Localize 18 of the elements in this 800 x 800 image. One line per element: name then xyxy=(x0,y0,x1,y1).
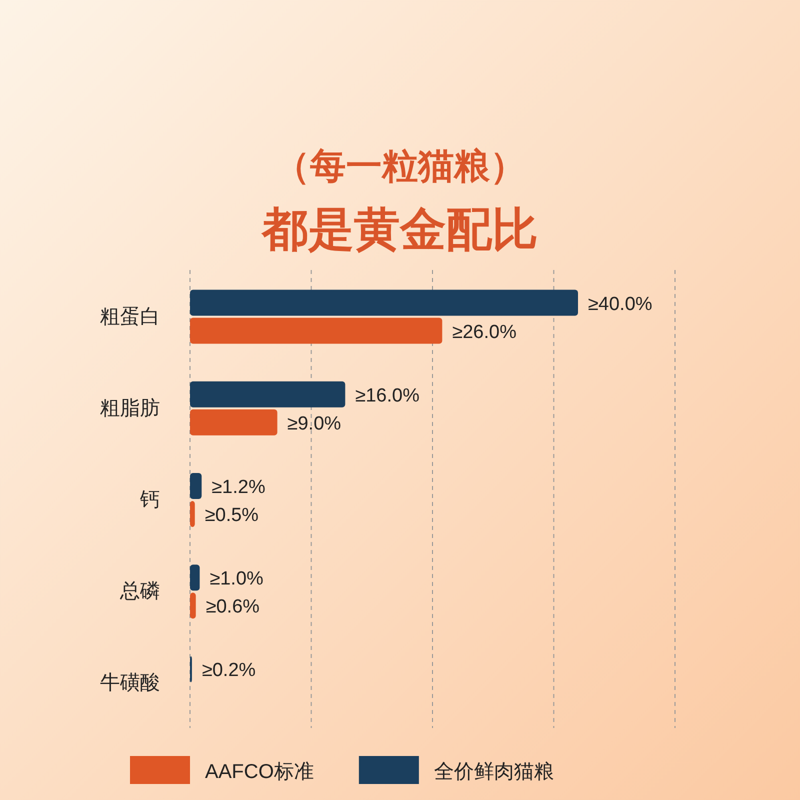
data-label: ≥40.0% xyxy=(588,294,652,315)
legend-label: AAFCO标准 xyxy=(205,761,314,783)
data-label: ≥26.0% xyxy=(452,322,517,343)
data-label: ≥0.5% xyxy=(204,505,259,526)
title: （每一粒猫粮） xyxy=(274,145,526,186)
data-label: ≥0.6% xyxy=(206,596,260,618)
data-label: ≥1.2% xyxy=(212,477,266,498)
category-label: 粗脂肪 xyxy=(100,397,160,420)
data-label: ≥16.0% xyxy=(355,385,420,406)
category-label: 粗蛋白 xyxy=(100,306,160,328)
data-label: ≥0.2% xyxy=(202,660,256,682)
data-label: ≥1.0% xyxy=(210,568,264,590)
subtitle: 都是黄金配比 xyxy=(262,203,538,255)
category-label: 钙 xyxy=(140,489,160,511)
category-label: 牛磺酸 xyxy=(100,672,160,694)
category-label: 总磷 xyxy=(120,580,160,603)
data-label: ≥9.0% xyxy=(287,413,342,434)
legend-label: 全价鲜肉猫粮 xyxy=(434,761,554,783)
